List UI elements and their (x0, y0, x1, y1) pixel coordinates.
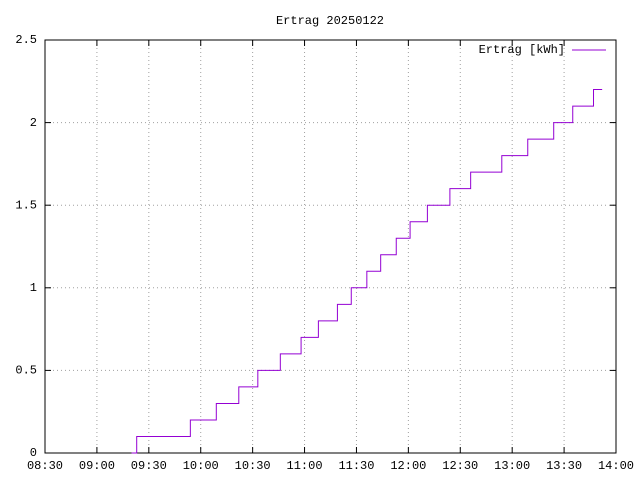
x-tick-label: 12:00 (390, 459, 426, 473)
x-tick-label: 10:30 (235, 459, 271, 473)
data-line (131, 89, 603, 454)
y-tick-label: 2.5 (15, 33, 37, 47)
y-tick-label: 2 (30, 116, 37, 130)
x-tick-label: 09:30 (131, 459, 167, 473)
x-tick-label: 13:00 (494, 459, 530, 473)
plot-border (44, 39, 617, 454)
chart-title: Ertrag 20250122 (276, 14, 384, 28)
x-tick-label: 11:30 (338, 459, 374, 473)
y-tick-label: 1 (30, 281, 37, 295)
x-tick-label: 10:00 (183, 459, 219, 473)
x-tick-label: 11:00 (287, 459, 323, 473)
x-tick-label: 08:30 (27, 459, 63, 473)
x-tick-label: 13:30 (546, 459, 582, 473)
x-tick-label: 09:00 (79, 459, 115, 473)
y-tick-label: 0.5 (15, 364, 37, 378)
y-tick-label: 1.5 (15, 198, 37, 212)
x-tick-label: 14:00 (598, 459, 634, 473)
x-tick-label: 12:30 (442, 459, 478, 473)
y-tick-label: 0 (30, 446, 37, 460)
legend-label: Ertrag [kWh] (479, 43, 565, 57)
